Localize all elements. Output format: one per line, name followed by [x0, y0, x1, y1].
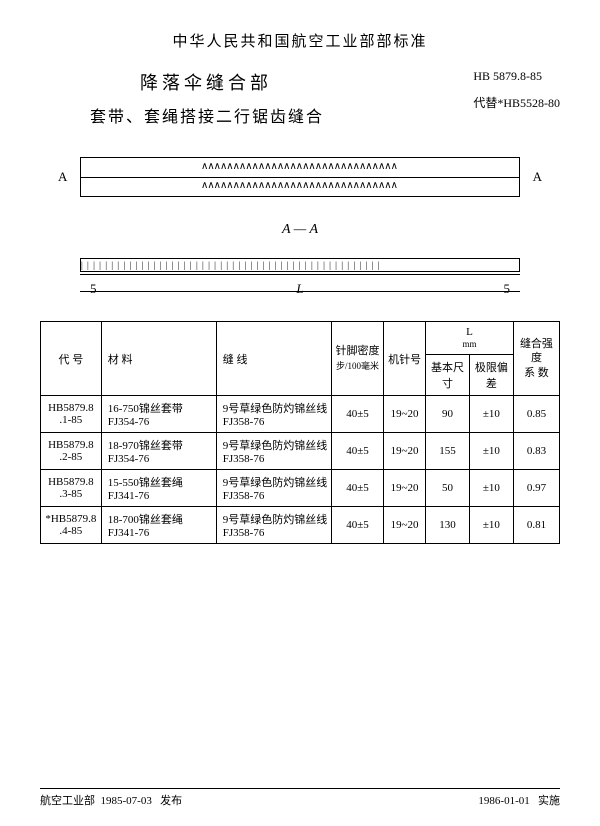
cell: ±10 — [469, 396, 513, 433]
cell: *HB5879.8.4-85 — [41, 507, 102, 544]
cell: 18-970锦丝套带FJ354-76 — [101, 433, 216, 470]
cell: 0.85 — [513, 396, 559, 433]
footer-right: 1986-01-01 实施 — [478, 792, 560, 808]
th-strength-label: 缝合强度 — [520, 338, 553, 364]
cell: 40±5 — [331, 507, 383, 544]
section-mark-a-left: A — [58, 169, 67, 185]
section-mark-a-right: A — [533, 169, 542, 185]
centerline — [81, 177, 519, 178]
cell: 9号草绿色防灼锦丝线FJ358-76 — [216, 396, 331, 433]
cell: 155 — [426, 433, 470, 470]
cell: 9号草绿色防灼锦丝线FJ358-76 — [216, 507, 331, 544]
table-row: HB5879.8.1-8516-750锦丝套带FJ354-769号草绿色防灼锦丝… — [41, 396, 560, 433]
cell: 19~20 — [384, 396, 426, 433]
std-replace: 代替*HB5528-80 — [473, 94, 560, 111]
zigzag-stitch-2: ∧∧∧∧∧∧∧∧∧∧∧∧∧∧∧∧∧∧∧∧∧∧∧∧∧∧∧∧∧∧∧ — [201, 180, 479, 191]
cell: 90 — [426, 396, 470, 433]
table-body: HB5879.8.1-8516-750锦丝套带FJ354-769号草绿色防灼锦丝… — [41, 396, 560, 544]
footer-issue-date: 1985-07-03 — [101, 795, 152, 807]
cell: 19~20 — [384, 470, 426, 507]
cell: 0.81 — [513, 507, 559, 544]
strap-outline: ∧∧∧∧∧∧∧∧∧∧∧∧∧∧∧∧∧∧∧∧∧∧∧∧∧∧∧∧∧∧∧ ∧∧∧∧∧∧∧∧… — [80, 157, 520, 197]
std-code: HB 5879.8-85 — [473, 69, 560, 84]
table-row: HB5879.8.3-8515-550锦丝套绳FJ341-769号草绿色防灼锦丝… — [41, 470, 560, 507]
hatch-band: | | | | | | | | | | | | | | | | | | | | … — [80, 258, 520, 272]
cell: 40±5 — [331, 470, 383, 507]
th-l-tol: 极限偏差 — [469, 355, 513, 396]
diagram-section-view: | | | | | | | | | | | | | | | | | | | | … — [80, 258, 520, 303]
th-density: 针脚密度 步/100毫米 — [331, 322, 383, 396]
cell: 0.97 — [513, 470, 559, 507]
cell: 0.83 — [513, 433, 559, 470]
footer-rule — [40, 788, 560, 789]
footer-left: 航空工业部 1985-07-03 发布 — [40, 792, 182, 808]
cell: HB5879.8.1-85 — [41, 396, 102, 433]
th-needle: 机针号 — [384, 322, 426, 396]
cell: ±10 — [469, 507, 513, 544]
th-strength-sub: 系 数 — [524, 367, 549, 379]
th-strength: 缝合强度 系 数 — [513, 322, 559, 396]
th-density-label: 针脚密度 — [336, 345, 380, 357]
footer-issue-label: 发布 — [160, 795, 182, 807]
org-header: 中华人民共和国航空工业部部标准 — [40, 30, 560, 51]
cell: 40±5 — [331, 433, 383, 470]
cell: 18-700锦丝套绳FJ341-76 — [101, 507, 216, 544]
table-row: HB5879.8.2-8518-970锦丝套带FJ354-769号草绿色防灼锦丝… — [41, 433, 560, 470]
cell: HB5879.8.3-85 — [41, 470, 102, 507]
diagram-top-view: A ∧∧∧∧∧∧∧∧∧∧∧∧∧∧∧∧∧∧∧∧∧∧∧∧∧∧∧∧∧∧∧ ∧∧∧∧∧∧… — [80, 157, 520, 207]
cell: ±10 — [469, 470, 513, 507]
section-label: A — A — [40, 222, 560, 238]
footer-issuer: 航空工业部 — [40, 795, 95, 807]
dim-L: L — [296, 281, 303, 297]
footer: 航空工业部 1985-07-03 发布 1986-01-01 实施 — [40, 788, 560, 808]
title-block: 降落伞缝合部 套带、套绳搭接二行锯齿缝合 HB 5879.8-85 代替*HB5… — [40, 69, 560, 127]
table-row: *HB5879.8.4-8518-700锦丝套绳FJ341-769号草绿色防灼锦… — [41, 507, 560, 544]
cell: 130 — [426, 507, 470, 544]
dim-5-left: 5 — [90, 281, 97, 297]
cell: ±10 — [469, 433, 513, 470]
th-l-basic: 基本尺寸 — [426, 355, 470, 396]
cell: 19~20 — [384, 433, 426, 470]
cell: 50 — [426, 470, 470, 507]
cell: 16-750锦丝套带FJ354-76 — [101, 396, 216, 433]
dim-arrow — [80, 291, 520, 292]
cell: 19~20 — [384, 507, 426, 544]
cell: 9号草绿色防灼锦丝线FJ358-76 — [216, 470, 331, 507]
th-L: L mm — [426, 322, 514, 355]
th-code: 代 号 — [41, 322, 102, 396]
standard-codes: HB 5879.8-85 代替*HB5528-80 — [473, 69, 560, 111]
section-line — [80, 274, 520, 275]
dim-5-right: 5 — [504, 281, 511, 297]
th-density-unit: 步/100毫米 — [336, 361, 379, 371]
zigzag-stitch-1: ∧∧∧∧∧∧∧∧∧∧∧∧∧∧∧∧∧∧∧∧∧∧∧∧∧∧∧∧∧∧∧ — [201, 161, 479, 172]
cell: HB5879.8.2-85 — [41, 433, 102, 470]
cell: 9号草绿色防灼锦丝线FJ358-76 — [216, 433, 331, 470]
th-L-unit: mm — [462, 339, 476, 349]
th-thread: 缝 线 — [216, 322, 331, 396]
th-L-label: L — [466, 326, 473, 338]
cell: 15-550锦丝套绳FJ341-76 — [101, 470, 216, 507]
footer-effect-date: 1986-01-01 — [478, 795, 529, 807]
spec-table: 代 号 材 料 缝 线 针脚密度 步/100毫米 机针号 L mm 缝合强度 系… — [40, 321, 560, 544]
cell: 40±5 — [331, 396, 383, 433]
footer-effect-label: 实施 — [538, 795, 560, 807]
th-material: 材 料 — [101, 322, 216, 396]
